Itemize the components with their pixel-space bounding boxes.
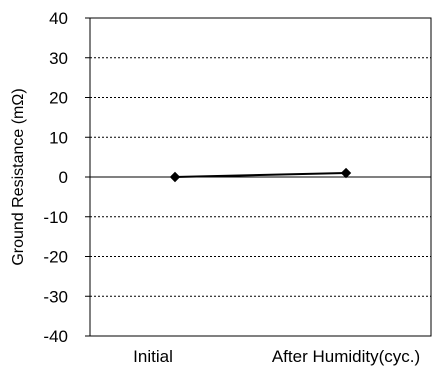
x-category-labels: Initial After Humidity(cyc.) [133,347,420,366]
y-tick-label: -10 [43,208,68,227]
y-tick-labels: 40 30 20 10 0 -10 -20 -30 -40 [43,9,68,346]
y-tick-label: -20 [43,248,68,267]
series-line [174,172,347,178]
plot-frame [89,17,432,337]
y-tick-label: 20 [49,89,68,108]
gridlines [85,17,431,337]
y-tick-label: -40 [43,327,68,346]
y-tick-label: 10 [49,128,68,147]
x-category-label: Initial [133,347,173,366]
y-tick-label: 40 [49,9,68,28]
y-axis-label: Ground Resistance (mΩ) [10,88,27,265]
y-tick-label: 0 [59,168,68,187]
data-point-marker [169,171,181,183]
data-point-marker [340,167,352,179]
series-layer [169,167,352,183]
x-category-label: After Humidity(cyc.) [272,347,420,366]
y-tick-label: 30 [49,49,68,68]
y-tick-label: -30 [43,287,68,306]
